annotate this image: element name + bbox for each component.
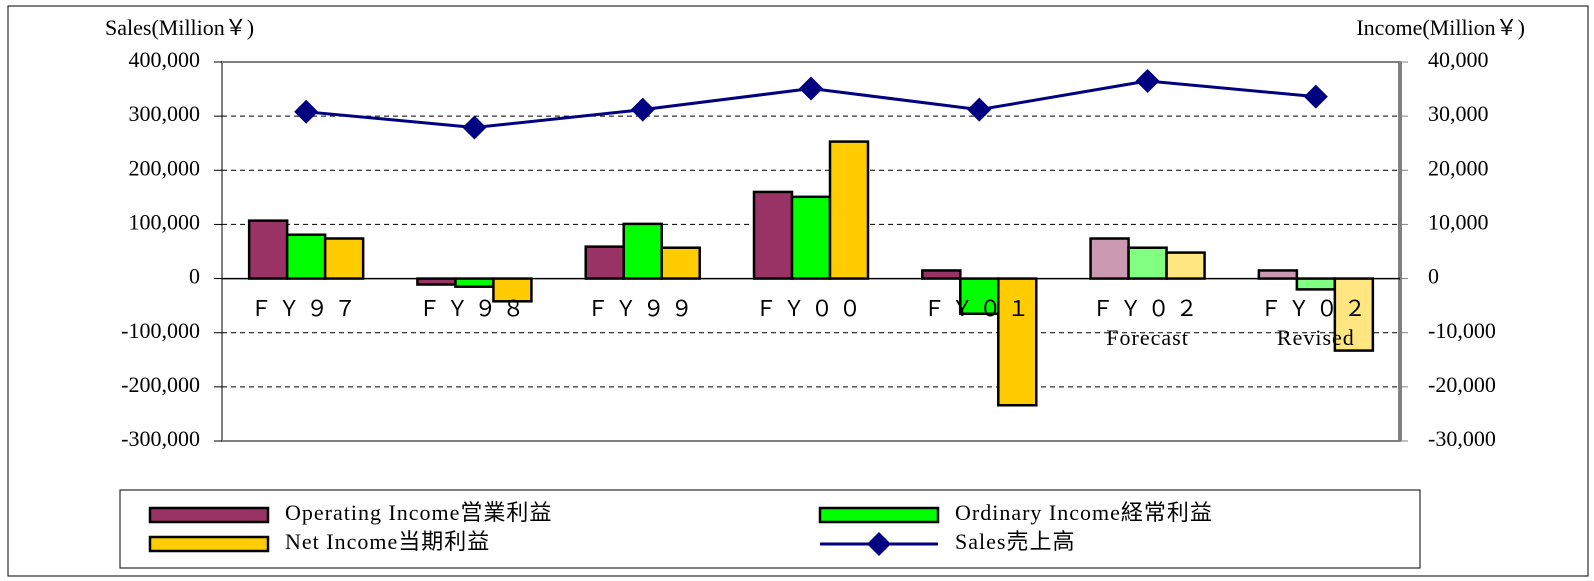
legend-marker <box>867 532 891 556</box>
bar <box>1165 251 1206 280</box>
bar <box>492 277 533 303</box>
bar <box>790 195 832 280</box>
bar <box>1089 237 1130 280</box>
legend-label: Sales売上高 <box>955 529 1075 554</box>
bar <box>752 190 794 280</box>
legend-label: Ordinary Income経常利益 <box>955 500 1213 525</box>
y-tick-label: 300,000 <box>129 101 201 126</box>
bar <box>622 222 663 280</box>
marker <box>462 115 487 140</box>
bar <box>454 277 495 288</box>
x-tick-label: ＦＹ０１ <box>923 296 1035 321</box>
marker <box>294 99 319 124</box>
y2-tick-label: -20,000 <box>1428 372 1496 397</box>
y-tick-label: 0 <box>189 264 200 289</box>
legend-box <box>119 489 1421 569</box>
bar <box>1257 269 1299 280</box>
x-tick-label: ＦＹ９９ <box>587 296 699 321</box>
y-axis-title: Sales(Million￥) <box>105 15 254 40</box>
y-tick-label: -100,000 <box>121 318 200 343</box>
marker <box>967 97 992 122</box>
y2-tick-label: -30,000 <box>1428 426 1496 451</box>
y-tick-label: -200,000 <box>121 372 200 397</box>
bar <box>584 245 625 280</box>
y2-tick-label: 30,000 <box>1428 101 1489 126</box>
legend-swatch <box>818 506 940 524</box>
y2-tick-label: 40,000 <box>1428 47 1489 72</box>
legend-swatch <box>148 506 270 524</box>
bar <box>1333 277 1375 352</box>
x-tick-label: ＦＹ９８ <box>418 296 530 321</box>
y2-tick-label: 0 <box>1428 264 1439 289</box>
bar <box>921 269 962 280</box>
bar <box>1295 277 1337 291</box>
y2-tick-label: 10,000 <box>1428 209 1489 234</box>
y-tick-label: -300,000 <box>121 426 200 451</box>
bar <box>997 277 1038 407</box>
bar <box>1127 246 1168 280</box>
bar <box>285 233 327 280</box>
x-tick-label: ＦＹ０２ Forecast <box>1092 296 1204 350</box>
legend-label: Operating Income営業利益 <box>285 500 552 525</box>
y-tick-label: 400,000 <box>129 47 201 72</box>
bar <box>828 140 870 280</box>
y-tick-label: 200,000 <box>129 155 201 180</box>
marker <box>1303 84 1328 109</box>
x-tick-label: ＦＹ００ <box>755 296 867 321</box>
bar <box>323 237 365 280</box>
legend-label: Net Income当期利益 <box>285 529 490 554</box>
bar <box>416 277 457 286</box>
legend-swatch <box>148 535 270 553</box>
bar <box>247 219 289 280</box>
y-tick-label: 100,000 <box>129 209 201 234</box>
y2-axis-title: Income(Million￥) <box>1356 15 1525 40</box>
marker <box>799 76 823 101</box>
x-tick-label: ＦＹ０２ Revised <box>1260 296 1372 350</box>
y2-tick-label: -10,000 <box>1428 318 1496 343</box>
bar <box>660 246 701 280</box>
marker <box>630 97 655 122</box>
y2-tick-label: 20,000 <box>1428 155 1489 180</box>
x-tick-label: ＦＹ９７ <box>250 296 362 321</box>
marker <box>1135 68 1160 93</box>
